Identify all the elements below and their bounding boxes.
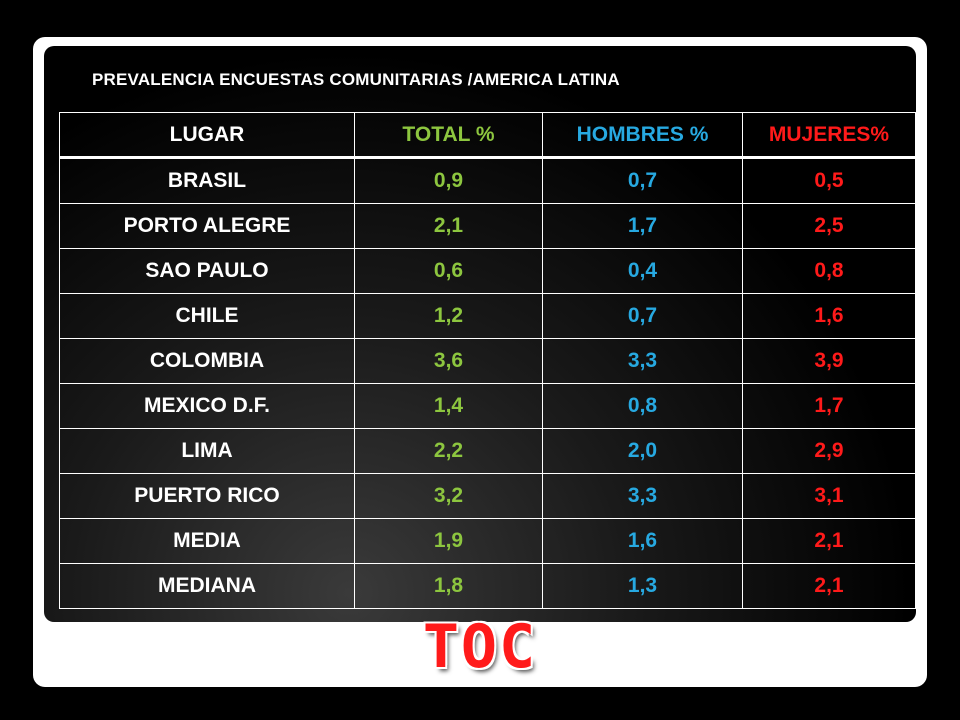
cell-hombres: 1,6 bbox=[542, 518, 743, 564]
cell-mujeres: 2,1 bbox=[742, 518, 916, 564]
header-total: TOTAL % bbox=[354, 112, 543, 159]
cell-mujeres: 2,5 bbox=[742, 203, 916, 249]
prevalence-table: LUGAR TOTAL % HOMBRES % MUJERES% BRASIL 0… bbox=[59, 112, 916, 609]
cell-mujeres: 3,1 bbox=[742, 473, 916, 519]
cell-hombres: 1,7 bbox=[542, 203, 743, 249]
header-lugar: LUGAR bbox=[59, 112, 355, 159]
cell-hombres: 0,8 bbox=[542, 383, 743, 429]
cell-hombres: 3,3 bbox=[542, 338, 743, 384]
cell-mujeres: 0,8 bbox=[742, 248, 916, 294]
cell-mujeres: 2,9 bbox=[742, 428, 916, 474]
cell-lugar: CHILE bbox=[59, 293, 355, 339]
table-row: PUERTO RICO 3,2 3,3 3,1 bbox=[59, 473, 916, 519]
cell-mujeres: 3,9 bbox=[742, 338, 916, 384]
cell-hombres: 2,0 bbox=[542, 428, 743, 474]
cell-hombres: 1,3 bbox=[542, 563, 743, 609]
cell-hombres: 0,4 bbox=[542, 248, 743, 294]
header-mujeres: MUJERES% bbox=[742, 112, 916, 159]
cell-lugar: MEDIA bbox=[59, 518, 355, 564]
cell-mujeres: 2,1 bbox=[742, 563, 916, 609]
cell-mujeres: 0,5 bbox=[742, 157, 916, 204]
cell-lugar: PUERTO RICO bbox=[59, 473, 355, 519]
table-row: MEDIA 1,9 1,6 2,1 bbox=[59, 518, 916, 564]
cell-total: 1,9 bbox=[354, 518, 543, 564]
cell-lugar: BRASIL bbox=[59, 157, 355, 204]
cell-total: 1,8 bbox=[354, 563, 543, 609]
table-row: COLOMBIA 3,6 3,3 3,9 bbox=[59, 338, 916, 384]
cell-lugar: MEXICO D.F. bbox=[59, 383, 355, 429]
header-hombres: HOMBRES % bbox=[542, 112, 743, 159]
table-row: CHILE 1,2 0,7 1,6 bbox=[59, 293, 916, 339]
cell-total: 1,4 bbox=[354, 383, 543, 429]
table-body: BRASIL 0,9 0,7 0,5 PORTO ALEGRE 2,1 1,7 2,5 SAO … bbox=[59, 157, 916, 609]
table-row: LIMA 2,2 2,0 2,9 bbox=[59, 428, 916, 474]
cell-total: 0,9 bbox=[354, 157, 543, 204]
cell-lugar: SAO PAULO bbox=[59, 248, 355, 294]
cell-total: 1,2 bbox=[354, 293, 543, 339]
cell-hombres: 0,7 bbox=[542, 293, 743, 339]
cell-hombres: 3,3 bbox=[542, 473, 743, 519]
table-row: MEDIANA 1,8 1,3 2,1 bbox=[59, 563, 916, 609]
cell-total: 3,6 bbox=[354, 338, 543, 384]
table-row: SAO PAULO 0,6 0,4 0,8 bbox=[59, 248, 916, 294]
cell-lugar: PORTO ALEGRE bbox=[59, 203, 355, 249]
slide-title: PREVALENCIA ENCUESTAS COMUNITARIAS /AMER… bbox=[92, 70, 620, 89]
cell-total: 0,6 bbox=[354, 248, 543, 294]
cell-mujeres: 1,7 bbox=[742, 383, 916, 429]
cell-lugar: COLOMBIA bbox=[59, 338, 355, 384]
cell-lugar: LIMA bbox=[59, 428, 355, 474]
toc-label: TOC bbox=[422, 612, 538, 682]
cell-lugar: MEDIANA bbox=[59, 563, 355, 609]
table-header-row: LUGAR TOTAL % HOMBRES % MUJERES% bbox=[59, 112, 916, 159]
table-row: MEXICO D.F. 1,4 0,8 1,7 bbox=[59, 383, 916, 429]
table-row: PORTO ALEGRE 2,1 1,7 2,5 bbox=[59, 203, 916, 249]
cell-total: 2,1 bbox=[354, 203, 543, 249]
cell-mujeres: 1,6 bbox=[742, 293, 916, 339]
cell-total: 3,2 bbox=[354, 473, 543, 519]
table-row: BRASIL 0,9 0,7 0,5 bbox=[59, 157, 916, 204]
cell-total: 2,2 bbox=[354, 428, 543, 474]
cell-hombres: 0,7 bbox=[542, 157, 743, 204]
